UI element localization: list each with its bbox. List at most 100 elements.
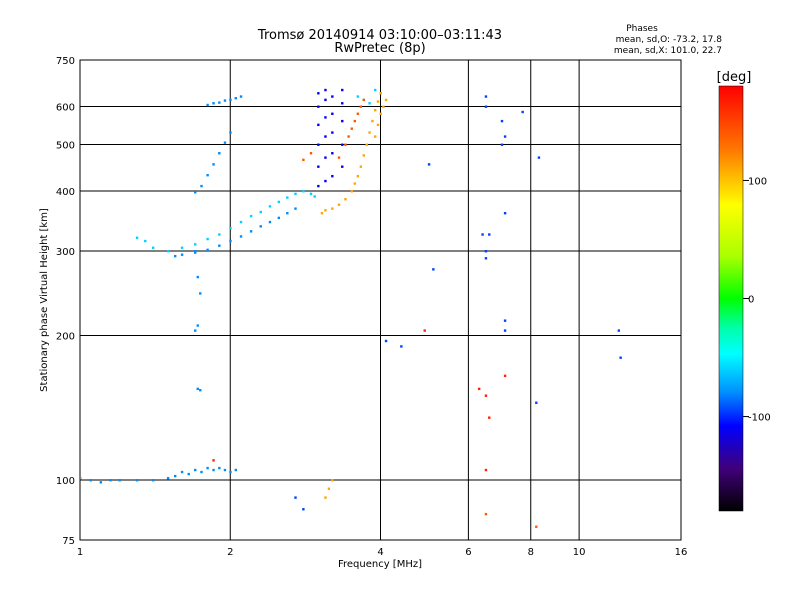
data-point <box>382 105 385 108</box>
data-point <box>206 173 209 177</box>
data-point <box>206 237 209 241</box>
data-point <box>317 184 320 188</box>
chart-title-line1: Tromsø 20140914 03:10:00–03:11:43 <box>257 28 502 43</box>
data-point <box>331 112 334 115</box>
data-point <box>331 174 334 178</box>
data-point <box>249 230 253 233</box>
x-tick-label: 6 <box>465 547 471 558</box>
data-point <box>500 119 504 123</box>
data-point <box>484 250 488 253</box>
data-point <box>187 472 190 476</box>
data-point <box>239 220 243 224</box>
colorbar-label: [deg] <box>717 70 752 85</box>
data-point <box>180 246 184 249</box>
data-point <box>427 163 431 166</box>
data-point <box>324 135 327 138</box>
data-point <box>376 123 380 127</box>
data-point <box>374 135 377 138</box>
data-point <box>196 324 199 327</box>
data-point <box>368 102 371 105</box>
data-point <box>484 512 488 516</box>
data-point <box>356 95 360 98</box>
data-point <box>294 192 297 196</box>
data-point <box>617 329 621 332</box>
data-point <box>194 251 197 254</box>
data-point <box>194 250 197 253</box>
data-point <box>135 479 139 482</box>
data-point <box>229 98 232 102</box>
colorbar <box>718 85 744 512</box>
data-point <box>294 496 297 499</box>
data-point <box>341 165 344 168</box>
data-point <box>331 95 334 98</box>
data-point <box>317 165 320 168</box>
data-point <box>331 152 334 155</box>
data-point <box>259 210 262 214</box>
data-point <box>331 207 334 210</box>
data-point <box>194 191 197 194</box>
data-point <box>302 190 305 193</box>
data-point <box>206 248 209 252</box>
data-point <box>135 236 139 239</box>
data-point <box>234 468 238 472</box>
data-point <box>384 339 388 343</box>
data-point <box>503 319 507 322</box>
data-point <box>423 329 426 332</box>
data-point <box>500 143 504 146</box>
data-point <box>400 345 403 348</box>
data-point <box>200 184 203 188</box>
data-point <box>196 275 199 279</box>
data-point <box>218 101 221 104</box>
data-point <box>302 158 305 162</box>
data-point <box>353 182 357 185</box>
colorbar-tick-label: 0 <box>748 295 754 306</box>
data-point <box>223 99 227 102</box>
data-point <box>194 243 197 246</box>
data-point <box>477 387 481 391</box>
data-point <box>503 135 507 138</box>
data-point <box>317 92 320 95</box>
data-point <box>166 250 170 253</box>
data-point <box>503 329 507 332</box>
data-point <box>212 459 215 462</box>
data-point <box>374 109 377 112</box>
colorbar-ticks: 100 0 -100 <box>743 176 771 424</box>
data-point <box>151 246 155 249</box>
data-point <box>362 154 366 157</box>
data-point <box>286 212 289 215</box>
data-point <box>327 487 331 490</box>
data-point <box>259 225 262 228</box>
data-point <box>331 479 334 482</box>
data-point <box>223 141 227 144</box>
data-point <box>309 192 313 196</box>
data-point <box>347 135 350 138</box>
x-tick-label: 10 <box>573 547 586 558</box>
data-point <box>324 156 327 159</box>
data-point <box>218 233 221 236</box>
data-point <box>200 470 203 474</box>
data-point <box>81 476 82 480</box>
y-tick-label: 750 <box>56 56 75 67</box>
data-point <box>359 165 363 168</box>
data-point <box>324 116 327 119</box>
x-axis-label: Frequency [MHz] <box>338 559 422 570</box>
data-point <box>337 203 341 206</box>
data-point <box>503 374 507 378</box>
data-point <box>212 163 215 166</box>
data-point <box>379 92 382 95</box>
data-point <box>535 525 538 528</box>
data-point <box>218 244 221 247</box>
data-point <box>362 98 366 102</box>
data-point <box>537 156 541 159</box>
data-point <box>180 470 184 474</box>
data-point <box>229 227 232 230</box>
data-point <box>239 95 243 98</box>
data-point <box>356 174 360 178</box>
y-tick-label: 100 <box>56 476 75 487</box>
colorbar-tick-label: -100 <box>748 413 771 424</box>
data-point <box>341 143 344 146</box>
data-point <box>324 496 327 499</box>
data-point <box>365 143 368 146</box>
plot-frame <box>79 59 682 541</box>
data-point <box>521 110 524 114</box>
